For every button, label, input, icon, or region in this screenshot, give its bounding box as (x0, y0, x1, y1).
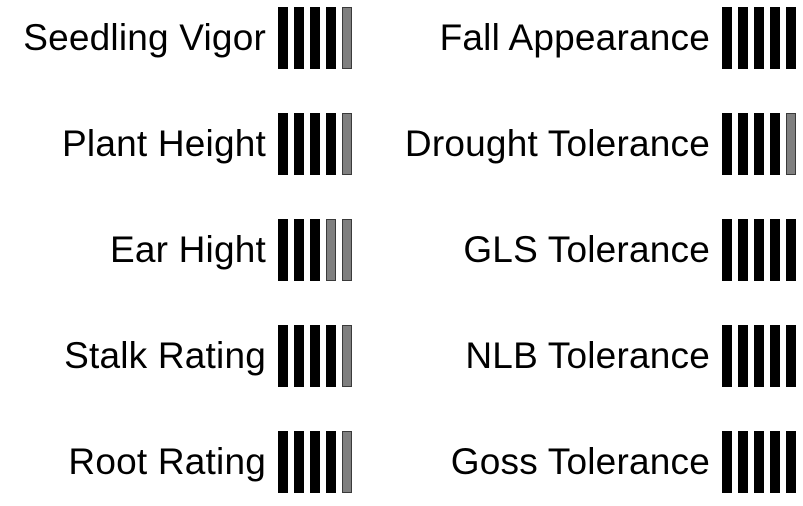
rating-bar-filled (326, 325, 336, 387)
rating-bar-filled (770, 431, 780, 493)
rating-row-goss-tolerance: Goss Tolerance (360, 430, 796, 494)
rating-bars (722, 113, 796, 175)
rating-bars (278, 219, 352, 281)
rating-bar-filled (310, 219, 320, 281)
rating-bar-filled (294, 7, 304, 69)
rating-row-gls-tolerance: GLS Tolerance (360, 218, 796, 282)
rating-bar-filled (278, 325, 288, 387)
rating-row-nlb-tolerance: NLB Tolerance (360, 324, 796, 388)
rating-bars (722, 7, 796, 69)
rating-bars (278, 113, 352, 175)
rating-row-stalk-rating: Stalk Rating (0, 324, 352, 388)
rating-row-seedling-vigor: Seedling Vigor (0, 6, 352, 70)
rating-bar-filled (738, 219, 748, 281)
rating-bar-filled (770, 219, 780, 281)
rating-bar-filled (278, 431, 288, 493)
rating-bar-filled (294, 219, 304, 281)
rating-bars (278, 431, 352, 493)
rating-bar-filled (786, 431, 796, 493)
rating-bar-filled (770, 113, 780, 175)
rating-row-fall-appearance: Fall Appearance (360, 6, 796, 70)
rating-bar-filled (770, 325, 780, 387)
rating-bar-partial (342, 325, 352, 387)
rating-label: Ear Hight (109, 229, 266, 270)
rating-bar-filled (326, 431, 336, 493)
rating-bar-filled (310, 325, 320, 387)
rating-label: Stalk Rating (64, 335, 266, 376)
rating-bar-filled (278, 219, 288, 281)
rating-label: Root Rating (68, 441, 266, 482)
rating-bar-filled (754, 219, 764, 281)
rating-bars (722, 325, 796, 387)
rating-bar-filled (278, 7, 288, 69)
rating-bar-filled (738, 113, 748, 175)
rating-bar-filled (722, 7, 732, 69)
rating-bar-filled (786, 219, 796, 281)
rating-bars (278, 7, 352, 69)
rating-label: NLB Tolerance (465, 335, 710, 376)
rating-bar-partial (342, 7, 352, 69)
rating-bar-partial (342, 431, 352, 493)
rating-bar-filled (294, 325, 304, 387)
rating-bar-filled (326, 113, 336, 175)
rating-bar-filled (786, 7, 796, 69)
rating-bar-filled (754, 7, 764, 69)
rating-label: Goss Tolerance (450, 441, 710, 482)
rating-bar-partial (342, 219, 352, 281)
rating-bar-filled (738, 431, 748, 493)
rating-label: GLS Tolerance (463, 229, 710, 270)
rating-bar-filled (722, 325, 732, 387)
rating-bar-partial (342, 113, 352, 175)
rating-bar-filled (722, 219, 732, 281)
rating-bar-filled (326, 7, 336, 69)
rating-row-plant-height: Plant Height (0, 112, 352, 176)
rating-bar-filled (754, 431, 764, 493)
rating-bar-partial (326, 219, 336, 281)
rating-row-ear-hight: Ear Hight (0, 218, 352, 282)
rating-bar-filled (310, 7, 320, 69)
rating-bar-filled (722, 113, 732, 175)
rating-bars (722, 431, 796, 493)
rating-bars (722, 219, 796, 281)
rating-bar-filled (754, 325, 764, 387)
rating-bar-filled (310, 113, 320, 175)
rating-bars (278, 325, 352, 387)
rating-bar-filled (278, 113, 288, 175)
rating-bar-filled (294, 113, 304, 175)
rating-bar-partial (786, 113, 796, 175)
rating-label: Fall Appearance (439, 17, 710, 58)
rating-label: Plant Height (62, 123, 266, 164)
rating-label: Drought Tolerance (404, 123, 710, 164)
rating-bar-filled (786, 325, 796, 387)
rating-label: Seedling Vigor (23, 17, 266, 58)
rating-bar-filled (738, 7, 748, 69)
rating-bar-filled (770, 7, 780, 69)
rating-row-drought-tolerance: Drought Tolerance (360, 112, 796, 176)
rating-bar-filled (294, 431, 304, 493)
rating-bar-filled (722, 431, 732, 493)
rating-row-root-rating: Root Rating (0, 430, 352, 494)
rating-bar-filled (738, 325, 748, 387)
rating-bar-filled (310, 431, 320, 493)
rating-bar-filled (754, 113, 764, 175)
